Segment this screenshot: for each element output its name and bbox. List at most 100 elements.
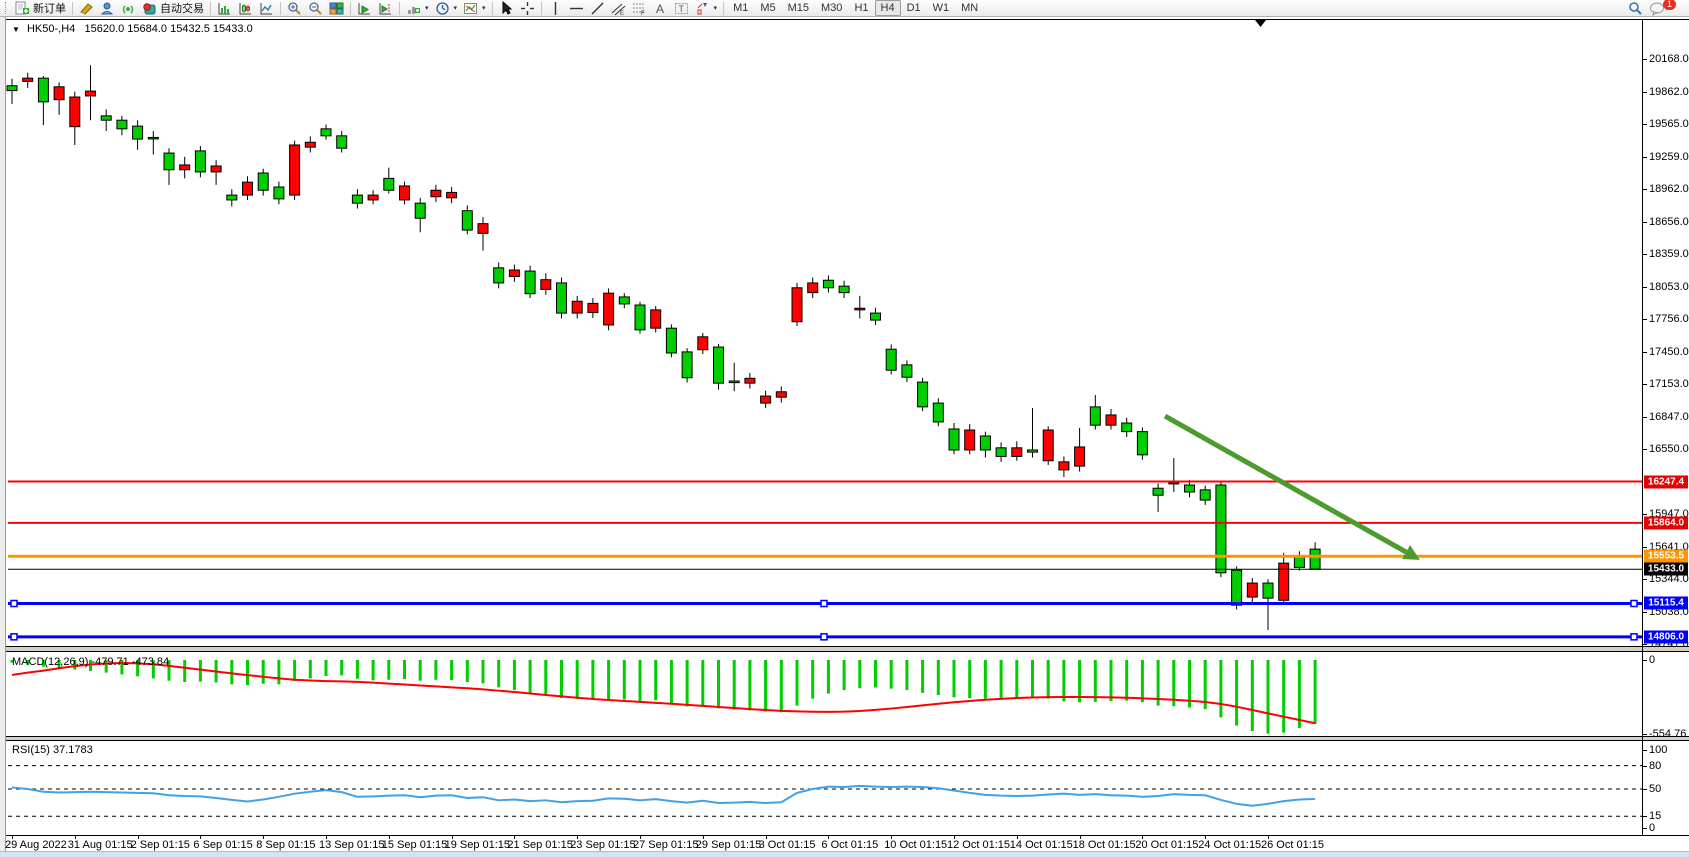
axis-tick (1642, 789, 1647, 790)
axis-tick (1642, 643, 1647, 645)
price-tick-label: 15344.0 (1649, 572, 1689, 585)
line-handle[interactable] (1630, 633, 1638, 641)
price-tick-label: 20168.0 (1649, 53, 1689, 65)
date-tick (1079, 836, 1081, 839)
timeframe-h4-button[interactable]: H4 (874, 0, 901, 16)
hline-button[interactable] (566, 0, 587, 17)
axis-tick (1642, 765, 1647, 767)
line-chart-button[interactable] (256, 0, 277, 17)
cursor-button[interactable] (496, 0, 517, 17)
timeframe-d1-button[interactable]: D1 (906, 2, 921, 14)
text-button[interactable]: A (650, 0, 671, 17)
date-tick (765, 836, 767, 839)
macd-panel-splitter[interactable] (6, 647, 1689, 651)
timeframe-mn-button[interactable]: MN (961, 2, 979, 14)
toolbar-separator (540, 1, 542, 15)
axis-tick (1642, 124, 1647, 125)
date-tick (200, 836, 202, 839)
date-label: 14 Oct 01:15 (1009, 839, 1073, 851)
horizontal-price-lines[interactable] (8, 480, 1642, 641)
date-label: 29 Aug 2022 (5, 839, 67, 851)
timeframe-m5-button[interactable]: M5 (760, 2, 776, 14)
date-tick (891, 836, 893, 839)
indicators-button[interactable]: ▾ (403, 0, 432, 17)
chevron-down-icon[interactable]: ▾ (453, 5, 458, 12)
svg-text:E: E (620, 11, 624, 16)
community-button[interactable] (97, 0, 118, 17)
bar-chart-button[interactable] (214, 0, 235, 17)
autotrade-button[interactable]: 自动交易 (139, 0, 207, 17)
chevron-down-icon[interactable]: ▾ (482, 5, 486, 12)
search-button[interactable] (1625, 0, 1646, 17)
toolbar-separator (72, 1, 73, 15)
zoom-in-icon (288, 1, 301, 15)
chart-shift-marker[interactable] (1255, 20, 1266, 27)
vline-button[interactable] (545, 0, 566, 17)
hline-icon (569, 7, 583, 9)
timeframe-h1-button[interactable]: H1 (854, 2, 869, 14)
date-tick (954, 836, 955, 839)
timeframe-w1-button[interactable]: W1 (932, 2, 950, 14)
macd-indicator (10, 660, 1317, 734)
price-tick-label: 17450.0 (1649, 345, 1689, 358)
brush-icon (80, 2, 93, 15)
new-order-button[interactable]: 新订单 (12, 0, 69, 17)
timeframe-m30-button[interactable]: M30 (821, 2, 843, 14)
date-tick (12, 836, 13, 839)
line-handle[interactable] (10, 599, 18, 608)
candlestick-button[interactable] (235, 0, 256, 17)
date-label: 19 Sep 01:15 (444, 839, 511, 851)
label-button[interactable]: T (671, 0, 692, 17)
axis-tick (1642, 611, 1647, 613)
axis-tick (1642, 59, 1647, 60)
cursor-icon (502, 0, 512, 15)
styles-button[interactable] (76, 0, 97, 17)
rsi-axis-label: 100 (1649, 744, 1668, 756)
price-line-badge: 15553.5 (1644, 549, 1688, 563)
date-label: 6 Oct 01:15 (821, 839, 879, 851)
chevron-down-icon[interactable]: ▾ (425, 5, 429, 12)
toolbar-separator (210, 1, 211, 15)
trend-arrow-annotation[interactable] (1163, 413, 1420, 560)
macd-signal-line (11, 661, 1316, 725)
text-t-icon: T (674, 2, 688, 14)
tile-windows-button[interactable] (326, 0, 347, 17)
channel-button[interactable]: E (608, 0, 629, 17)
signals-button[interactable] (118, 0, 139, 17)
auto-scroll-button[interactable] (354, 0, 375, 17)
date-tick (1016, 836, 1018, 839)
shapes-button[interactable]: ▾ (692, 0, 721, 17)
price-line-badge: 15433.0 (1644, 562, 1688, 576)
line-handle[interactable] (820, 599, 828, 608)
fibonacci-button[interactable]: F (629, 0, 650, 17)
templates-button[interactable]: ▾ (460, 0, 489, 17)
tiles-icon (329, 2, 344, 14)
line-handle[interactable] (820, 633, 828, 641)
zoom-out-button[interactable] (305, 0, 326, 17)
autotrade-button-label: 自动交易 (160, 3, 204, 15)
line-handle[interactable] (1630, 599, 1638, 608)
date-tick (640, 836, 641, 839)
crosshair-button[interactable] (517, 0, 538, 17)
axis-tick (1642, 448, 1647, 450)
periods-button[interactable]: ▾ (432, 0, 461, 17)
line-handle[interactable] (10, 633, 18, 641)
new-order-icon (15, 1, 29, 14)
chart-title: ▼ HK50-,H4 15620.0 15684.0 15432.5 15433… (12, 23, 253, 35)
axis-tick (1642, 578, 1647, 580)
timeframe-m1-button[interactable]: M1 (733, 2, 749, 14)
trendline-button[interactable] (587, 0, 608, 17)
timeframe-m15-button[interactable]: M15 (787, 2, 810, 14)
new-order-button-label: 新订单 (33, 3, 66, 15)
axis-tick (1642, 734, 1647, 735)
notifications-button[interactable]: 1 (1646, 0, 1679, 17)
date-tick (702, 836, 704, 839)
chevron-down-icon[interactable]: ▾ (713, 5, 718, 12)
candles-icon (239, 2, 251, 14)
rsi-panel-splitter[interactable] (6, 737, 1689, 740)
zoom-in-button[interactable] (284, 0, 305, 17)
chart-shift-button[interactable] (375, 0, 396, 17)
date-tick (514, 836, 516, 839)
rsi-indicator-label: RSI(15) 37.1783 (12, 744, 93, 756)
